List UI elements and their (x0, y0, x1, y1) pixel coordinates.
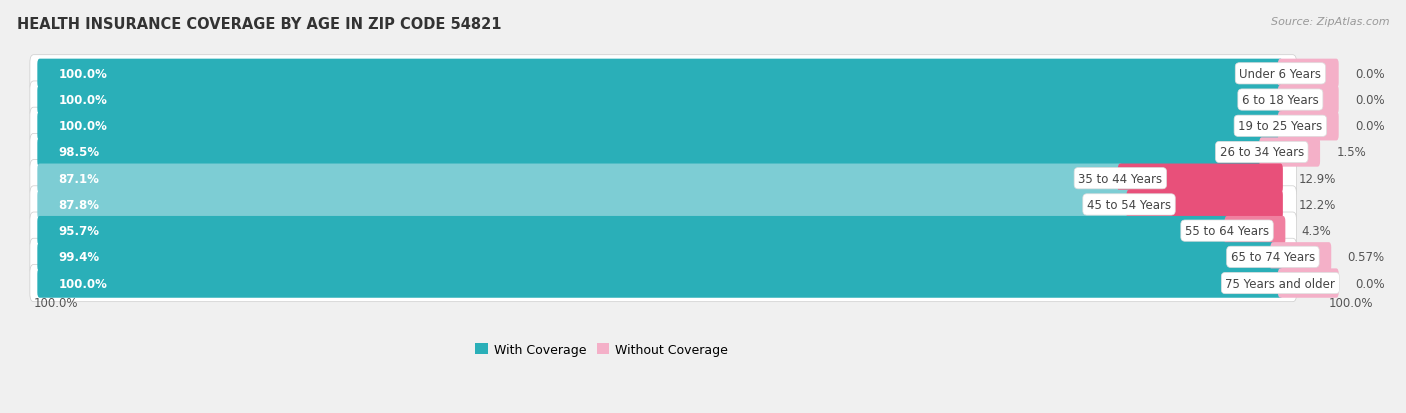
FancyBboxPatch shape (1278, 59, 1339, 89)
FancyBboxPatch shape (30, 134, 1296, 171)
Text: 95.7%: 95.7% (59, 225, 100, 237)
FancyBboxPatch shape (30, 108, 1296, 145)
FancyBboxPatch shape (1126, 190, 1282, 220)
Text: 26 to 34 Years: 26 to 34 Years (1219, 146, 1303, 159)
Text: 65 to 74 Years: 65 to 74 Years (1230, 251, 1315, 264)
FancyBboxPatch shape (38, 216, 1229, 246)
Text: 87.8%: 87.8% (59, 198, 100, 211)
Text: 35 to 44 Years: 35 to 44 Years (1078, 172, 1163, 185)
FancyBboxPatch shape (30, 186, 1296, 223)
Text: 12.9%: 12.9% (1299, 172, 1336, 185)
Text: 0.0%: 0.0% (1355, 277, 1385, 290)
Text: Under 6 Years: Under 6 Years (1239, 68, 1322, 81)
Text: 98.5%: 98.5% (59, 146, 100, 159)
Text: 1.5%: 1.5% (1336, 146, 1367, 159)
Text: 45 to 54 Years: 45 to 54 Years (1087, 198, 1171, 211)
FancyBboxPatch shape (38, 269, 1282, 298)
Text: 0.57%: 0.57% (1347, 251, 1385, 264)
Text: Source: ZipAtlas.com: Source: ZipAtlas.com (1271, 17, 1389, 26)
FancyBboxPatch shape (30, 239, 1296, 276)
Text: 100.0%: 100.0% (59, 68, 107, 81)
Text: 0.0%: 0.0% (1355, 94, 1385, 107)
FancyBboxPatch shape (1278, 112, 1339, 141)
Text: 19 to 25 Years: 19 to 25 Years (1239, 120, 1323, 133)
Text: 55 to 64 Years: 55 to 64 Years (1185, 225, 1270, 237)
Text: 99.4%: 99.4% (59, 251, 100, 264)
FancyBboxPatch shape (1260, 138, 1320, 167)
Text: 4.3%: 4.3% (1302, 225, 1331, 237)
FancyBboxPatch shape (38, 190, 1132, 220)
FancyBboxPatch shape (30, 82, 1296, 119)
FancyBboxPatch shape (1118, 164, 1282, 193)
Text: 100.0%: 100.0% (59, 94, 107, 107)
FancyBboxPatch shape (1271, 242, 1331, 272)
FancyBboxPatch shape (38, 85, 1282, 115)
FancyBboxPatch shape (38, 242, 1275, 272)
Text: 100.0%: 100.0% (59, 120, 107, 133)
Text: 12.2%: 12.2% (1299, 198, 1336, 211)
Text: 75 Years and older: 75 Years and older (1226, 277, 1336, 290)
Text: 100.0%: 100.0% (59, 277, 107, 290)
FancyBboxPatch shape (30, 213, 1296, 249)
FancyBboxPatch shape (30, 56, 1296, 93)
FancyBboxPatch shape (38, 164, 1123, 193)
Text: 87.1%: 87.1% (59, 172, 100, 185)
FancyBboxPatch shape (38, 138, 1264, 167)
Text: 0.0%: 0.0% (1355, 120, 1385, 133)
Text: 6 to 18 Years: 6 to 18 Years (1241, 94, 1319, 107)
FancyBboxPatch shape (1225, 216, 1285, 246)
Text: HEALTH INSURANCE COVERAGE BY AGE IN ZIP CODE 54821: HEALTH INSURANCE COVERAGE BY AGE IN ZIP … (17, 17, 502, 31)
Text: 0.0%: 0.0% (1355, 68, 1385, 81)
Text: 100.0%: 100.0% (1329, 297, 1374, 309)
FancyBboxPatch shape (1278, 269, 1339, 298)
FancyBboxPatch shape (1278, 85, 1339, 115)
FancyBboxPatch shape (30, 265, 1296, 302)
FancyBboxPatch shape (38, 59, 1282, 89)
FancyBboxPatch shape (38, 112, 1282, 141)
Legend: With Coverage, Without Coverage: With Coverage, Without Coverage (471, 338, 733, 361)
Text: 100.0%: 100.0% (34, 297, 79, 309)
FancyBboxPatch shape (30, 160, 1296, 197)
